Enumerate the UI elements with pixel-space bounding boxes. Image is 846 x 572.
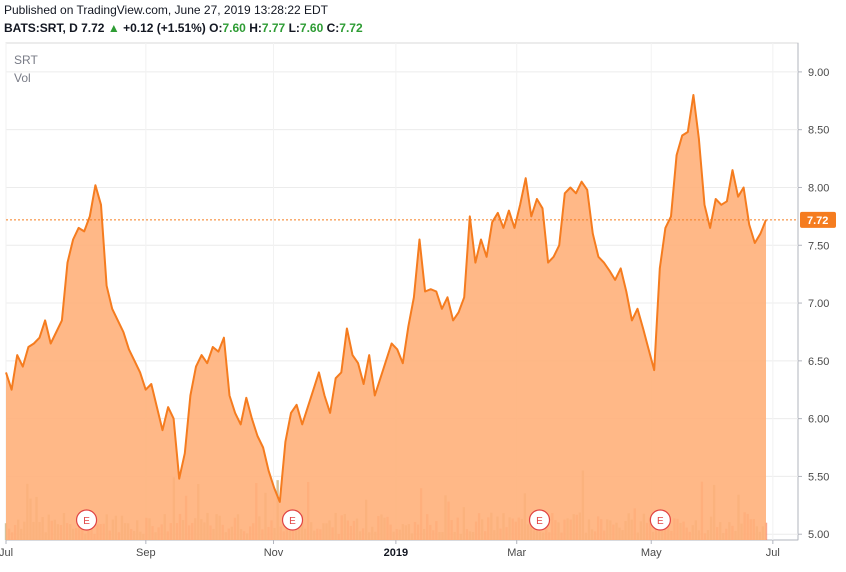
last-price-badge: 7.72 (800, 211, 836, 228)
x-tick-label: Jul (766, 547, 780, 559)
published-caption: Published on TradingView.com, June 27, 2… (4, 3, 328, 17)
earnings-marker[interactable] (281, 509, 304, 531)
y-tick-label: 8.00 (808, 182, 829, 194)
close-label: C: (326, 21, 340, 35)
y-tick-label: 5.00 (808, 529, 829, 541)
x-tick-label: Jul (0, 547, 13, 559)
legend-series-vol: Vol (14, 71, 31, 85)
x-axis-ticks: Jul Sep Nov 2019 Mar May Jul (0, 540, 780, 559)
x-tick-label: Mar (507, 547, 526, 559)
y-tick-label: 6.50 (808, 356, 829, 368)
last-price: 7.72 (81, 21, 105, 35)
close-value: 7.72 (339, 21, 363, 35)
symbol-label: BATS:SRT, D (4, 21, 78, 35)
earnings-label: E (536, 516, 543, 527)
earnings-label: E (83, 516, 90, 527)
open-label: O: (209, 21, 223, 35)
y-tick-label: 9.00 (808, 67, 829, 79)
y-tick-label: 6.00 (808, 414, 829, 426)
earnings-marker[interactable] (528, 509, 551, 531)
up-arrow-icon: ▲ (107, 21, 120, 35)
y-axis-ticks: 9.00 8.50 8.00 7.50 7.00 6.50 6.00 5.50 5.00 (798, 67, 829, 541)
x-tick-label: 2019 (384, 547, 408, 559)
low-value: 7.60 (299, 21, 324, 35)
earnings-label: E (289, 516, 296, 527)
symbol-quote-line: BATS:SRT, D 7.72 ▲ +0.12 (+1.51%) O:7.60… (4, 21, 363, 35)
change-value: +0.12 (+1.51%) (123, 21, 206, 35)
high-label: H: (249, 21, 262, 35)
price-area (6, 95, 766, 540)
last-price-label: 7.72 (807, 215, 828, 227)
earnings-marker[interactable] (75, 509, 98, 531)
x-tick-label: Nov (264, 547, 284, 559)
y-tick-label: 8.50 (808, 125, 829, 137)
price-line (5, 94, 767, 503)
legend-series-srt: SRT (14, 53, 38, 67)
y-tick-label: 7.00 (808, 298, 829, 310)
y-tick-label: 7.50 (808, 240, 829, 252)
x-tick-label: Sep (136, 547, 156, 559)
open-value: 7.60 (222, 21, 246, 35)
earnings-marker[interactable] (649, 509, 671, 531)
low-label: L: (288, 21, 300, 35)
high-value: 7.77 (261, 21, 286, 35)
earnings-label: E (657, 516, 664, 527)
x-tick-label: May (641, 547, 662, 559)
y-tick-label: 5.50 (808, 471, 829, 483)
